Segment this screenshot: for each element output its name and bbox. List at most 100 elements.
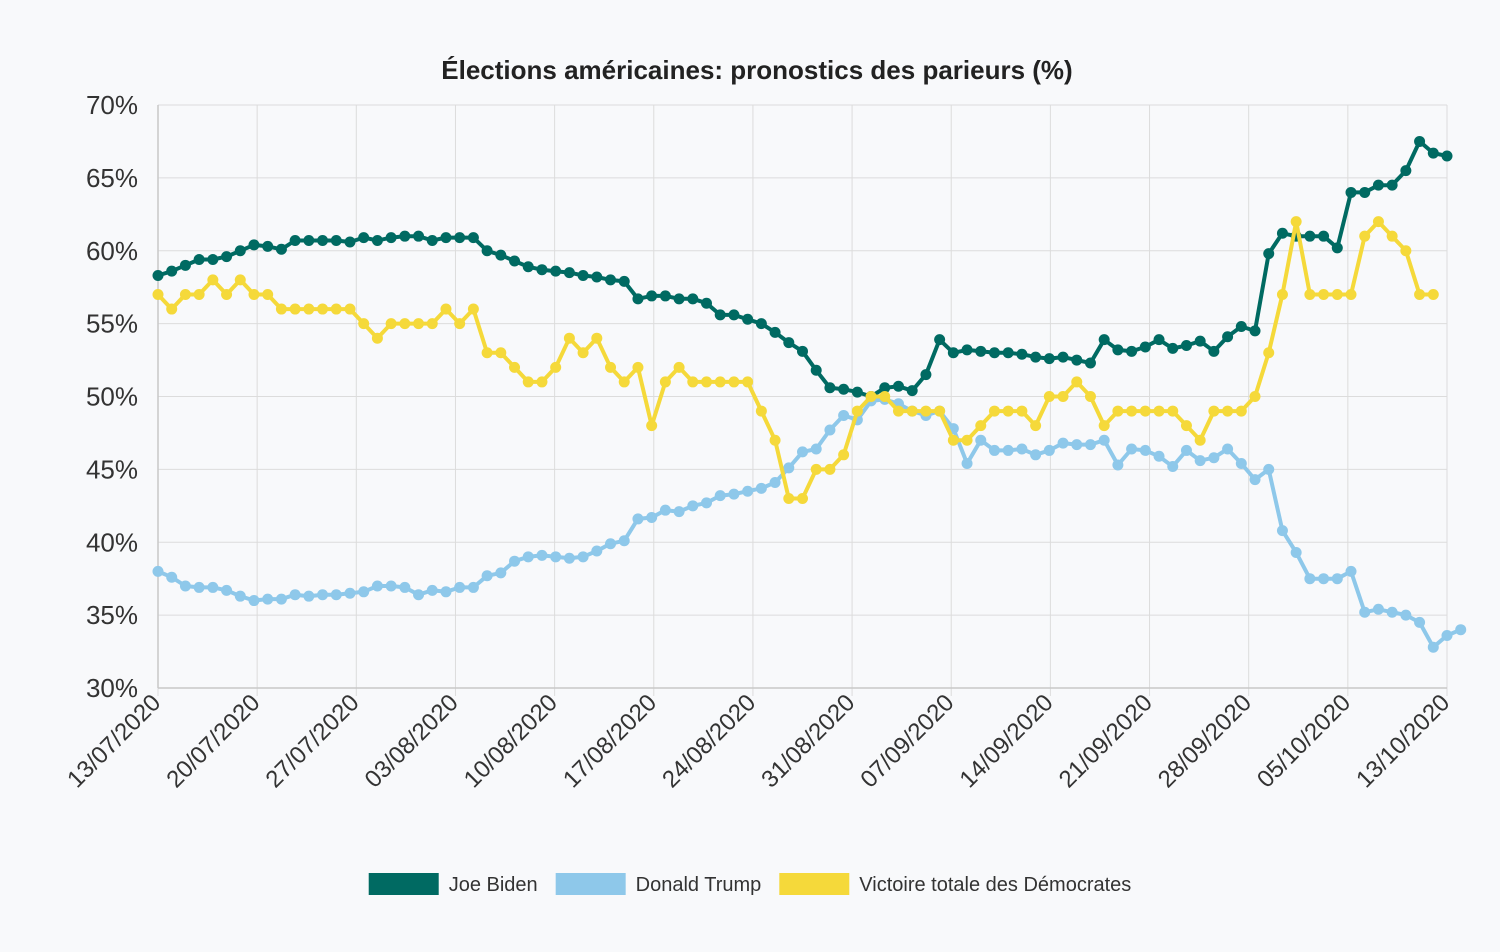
data-point [632, 293, 644, 305]
data-point [454, 581, 466, 593]
data-point [673, 506, 685, 518]
legend-swatch [555, 873, 626, 895]
data-point [344, 236, 356, 248]
series-2 [152, 216, 1439, 505]
data-point [563, 552, 575, 564]
data-point [1441, 630, 1453, 642]
data-point [330, 589, 342, 601]
x-tick-label: 20/07/2020 [161, 689, 265, 793]
data-point [330, 235, 342, 247]
data-point [618, 535, 630, 547]
data-point [934, 405, 946, 417]
data-point [1235, 458, 1247, 470]
data-point [1180, 339, 1192, 351]
data-point [824, 382, 836, 394]
data-point [371, 580, 383, 592]
data-point [152, 270, 164, 282]
data-point [975, 434, 987, 446]
data-point [358, 586, 370, 598]
data-point [1016, 405, 1028, 417]
data-point [440, 303, 452, 315]
data-point [687, 500, 699, 512]
data-point [838, 449, 850, 461]
data-point [234, 245, 246, 257]
data-point [275, 593, 287, 605]
data-point [1414, 616, 1426, 628]
data-point [1386, 606, 1398, 618]
data-point [1043, 444, 1055, 456]
x-tick-label: 05/10/2020 [1252, 689, 1356, 793]
x-tick-label: 10/08/2020 [459, 689, 563, 793]
data-point [1386, 230, 1398, 242]
data-point [1030, 449, 1042, 461]
x-tick-label: 21/09/2020 [1054, 689, 1158, 793]
data-point [221, 584, 233, 596]
data-point [1167, 460, 1179, 472]
data-point [248, 595, 260, 607]
data-point [851, 386, 863, 398]
data-point [1057, 437, 1069, 449]
data-point [769, 476, 781, 488]
data-point [1414, 135, 1426, 147]
data-point [399, 318, 411, 330]
data-point [193, 253, 205, 265]
data-point [1318, 288, 1330, 300]
data-point [495, 567, 507, 579]
data-point [1235, 321, 1247, 333]
data-point [1427, 147, 1439, 159]
data-point [1304, 573, 1316, 585]
data-point [1263, 248, 1275, 260]
data-point [289, 589, 301, 601]
grid-lines [157, 104, 1448, 696]
data-point [193, 288, 205, 300]
y-tick-label: 60% [86, 236, 138, 266]
data-point [1126, 443, 1138, 455]
data-point [851, 405, 863, 417]
data-point [509, 555, 521, 567]
data-point [1084, 439, 1096, 451]
data-point [1318, 573, 1330, 585]
data-point [673, 293, 685, 305]
data-point [1290, 546, 1302, 558]
x-tick-label: 17/08/2020 [558, 689, 662, 793]
data-point [1112, 344, 1124, 356]
data-point [1002, 444, 1014, 456]
y-tick-label: 70% [86, 90, 138, 120]
data-point [289, 303, 301, 315]
data-point [810, 443, 822, 455]
data-point [550, 361, 562, 373]
series-0 [152, 135, 1453, 402]
data-point [234, 590, 246, 602]
data-point [358, 232, 370, 244]
data-point [262, 240, 274, 252]
y-tick-label: 50% [86, 382, 138, 412]
data-point [1084, 391, 1096, 402]
data-point [1208, 345, 1220, 357]
data-point [550, 265, 562, 277]
data-point [687, 376, 699, 388]
data-point [481, 245, 493, 257]
data-point [1098, 334, 1110, 346]
data-point [879, 391, 891, 402]
x-tick-label: 31/08/2020 [756, 689, 860, 793]
data-point [1153, 450, 1165, 462]
data-point [248, 288, 260, 300]
data-point [961, 458, 973, 470]
data-point [1276, 227, 1288, 239]
data-point [920, 405, 932, 417]
data-point [1359, 230, 1371, 242]
data-point [1043, 391, 1055, 402]
data-point [1304, 230, 1316, 242]
data-point [920, 369, 932, 381]
x-tick-label: 24/08/2020 [657, 689, 761, 793]
data-point [659, 376, 671, 388]
x-tick-label: 03/08/2020 [360, 689, 464, 793]
data-point [1016, 443, 1028, 455]
data-point [1139, 341, 1151, 353]
axes: 30% 35% 40% 45% 50% 55% 60% 65% 70% 13/07/202020/… [62, 90, 1455, 793]
data-point [879, 382, 891, 394]
data-point [1331, 573, 1343, 585]
data-point [1290, 216, 1302, 228]
data-point [783, 493, 795, 505]
data-point [1222, 405, 1234, 417]
